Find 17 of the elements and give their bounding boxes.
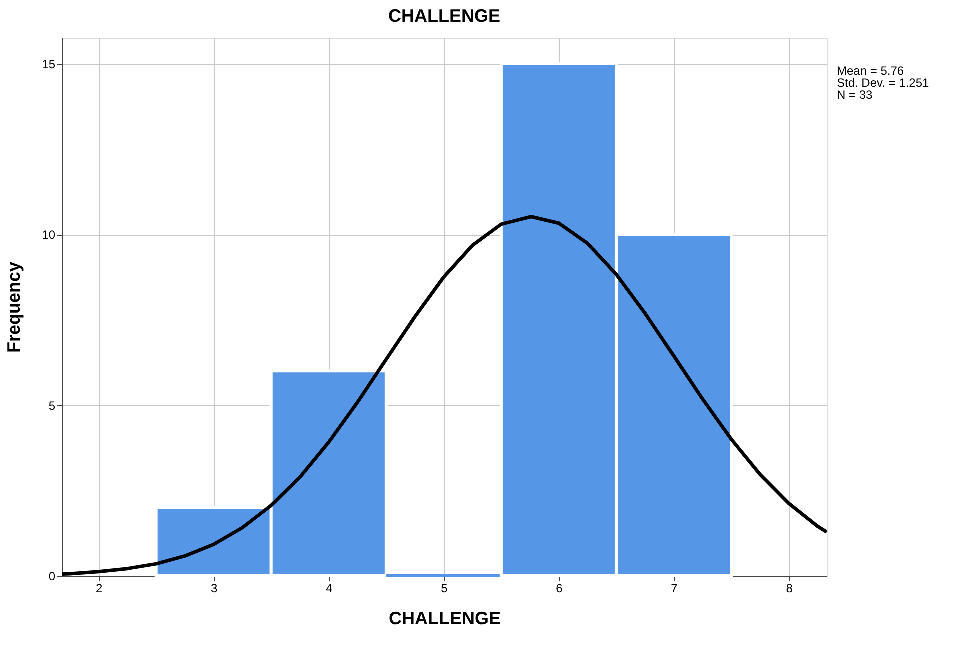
x-tick-label: 6 <box>556 582 564 596</box>
x-tick-label: 7 <box>671 582 678 596</box>
text: Mean = 5.76 <box>837 64 904 78</box>
x-axis-title: CHALLENGE <box>389 608 501 628</box>
y-tick-label: 15 <box>42 57 56 72</box>
text: Std. Dev. = 1.251 <box>837 76 930 90</box>
x-tick-label: 5 <box>441 582 448 596</box>
x-tick-label: 8 <box>786 582 794 596</box>
x-tick-label: 3 <box>211 582 218 596</box>
x-tick-label: 2 <box>96 582 103 596</box>
text: N = 33 <box>837 88 874 102</box>
x-tick-label: 4 <box>326 582 334 596</box>
y-axis-title: Frequency <box>4 262 24 354</box>
chart-title: CHALLENGE <box>388 6 500 26</box>
y-tick-label: 10 <box>42 228 56 242</box>
y-tick-label: 5 <box>48 398 56 413</box>
y-tick-label: 0 <box>48 570 56 584</box>
